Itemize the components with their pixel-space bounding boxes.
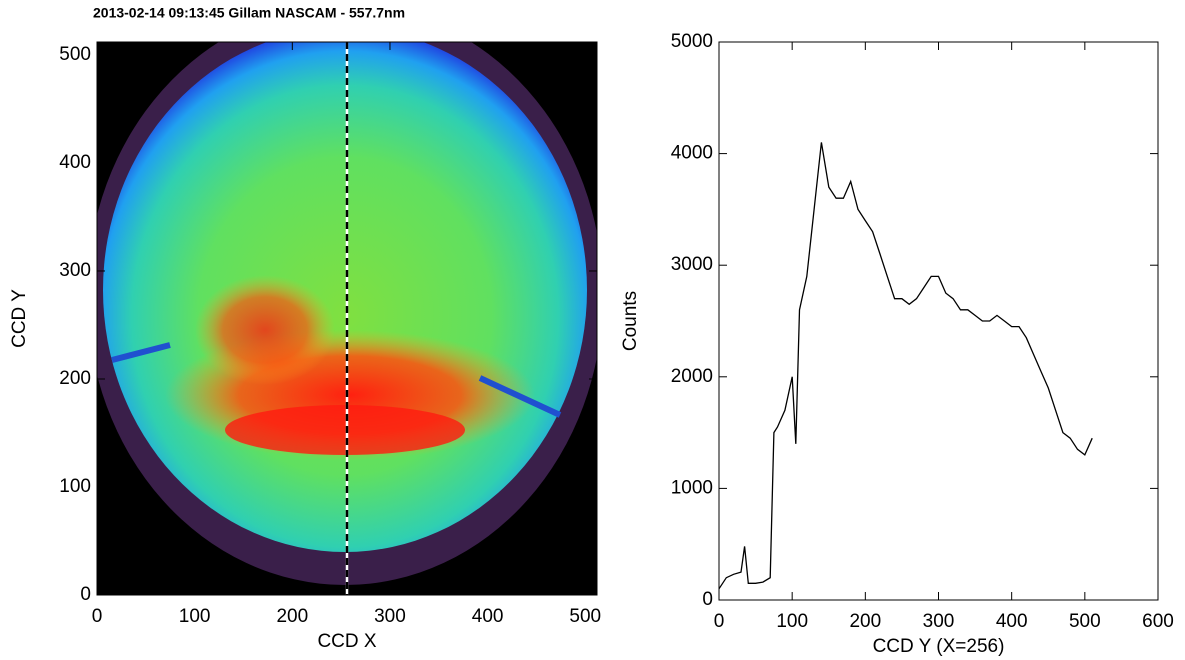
x-tick-label: 500 [1069, 611, 1101, 632]
plot-frame [96, 41, 598, 596]
x-tick-label: 200 [276, 606, 308, 627]
x-tick-label: 500 [569, 606, 601, 627]
y-tick-label: 1000 [671, 477, 713, 498]
x-tick-label: 300 [374, 606, 406, 627]
x-tick-label: 100 [179, 606, 211, 627]
y-tick-label: 3000 [671, 254, 713, 275]
y-tick-label: 5000 [671, 31, 713, 52]
y-tick-label: 500 [59, 44, 91, 65]
x-tick-label: 100 [776, 611, 808, 632]
x-tick-label: 400 [472, 606, 504, 627]
y-axis-label: Counts [620, 291, 641, 351]
x-tick-label: 0 [92, 606, 103, 627]
x-tick-label: 200 [849, 611, 881, 632]
x-axis-label: CCD X [317, 631, 376, 652]
profile-line [718, 142, 1093, 590]
y-tick-label: 0 [702, 589, 713, 610]
y-tick-label: 4000 [671, 143, 713, 164]
x-axis-label: CCD Y (X=256) [873, 636, 1005, 657]
y-tick-label: 300 [59, 260, 91, 281]
x-tick-label: 300 [923, 611, 955, 632]
y-axis-label: CCD Y [9, 289, 30, 348]
plot-frame [718, 41, 1159, 601]
y-tick-label: 200 [59, 368, 91, 389]
chart-title: 2013-02-14 09:13:45 Gillam NASCAM - 557.… [93, 5, 405, 21]
sky-image [97, 42, 597, 595]
y-tick-label: 2000 [671, 366, 713, 387]
y-tick-label: 0 [80, 584, 91, 605]
x-tick-label: 400 [996, 611, 1028, 632]
y-tick-label: 400 [59, 152, 91, 173]
x-tick-label: 0 [714, 611, 725, 632]
y-tick-label: 100 [59, 476, 91, 497]
x-tick-label: 600 [1142, 611, 1174, 632]
